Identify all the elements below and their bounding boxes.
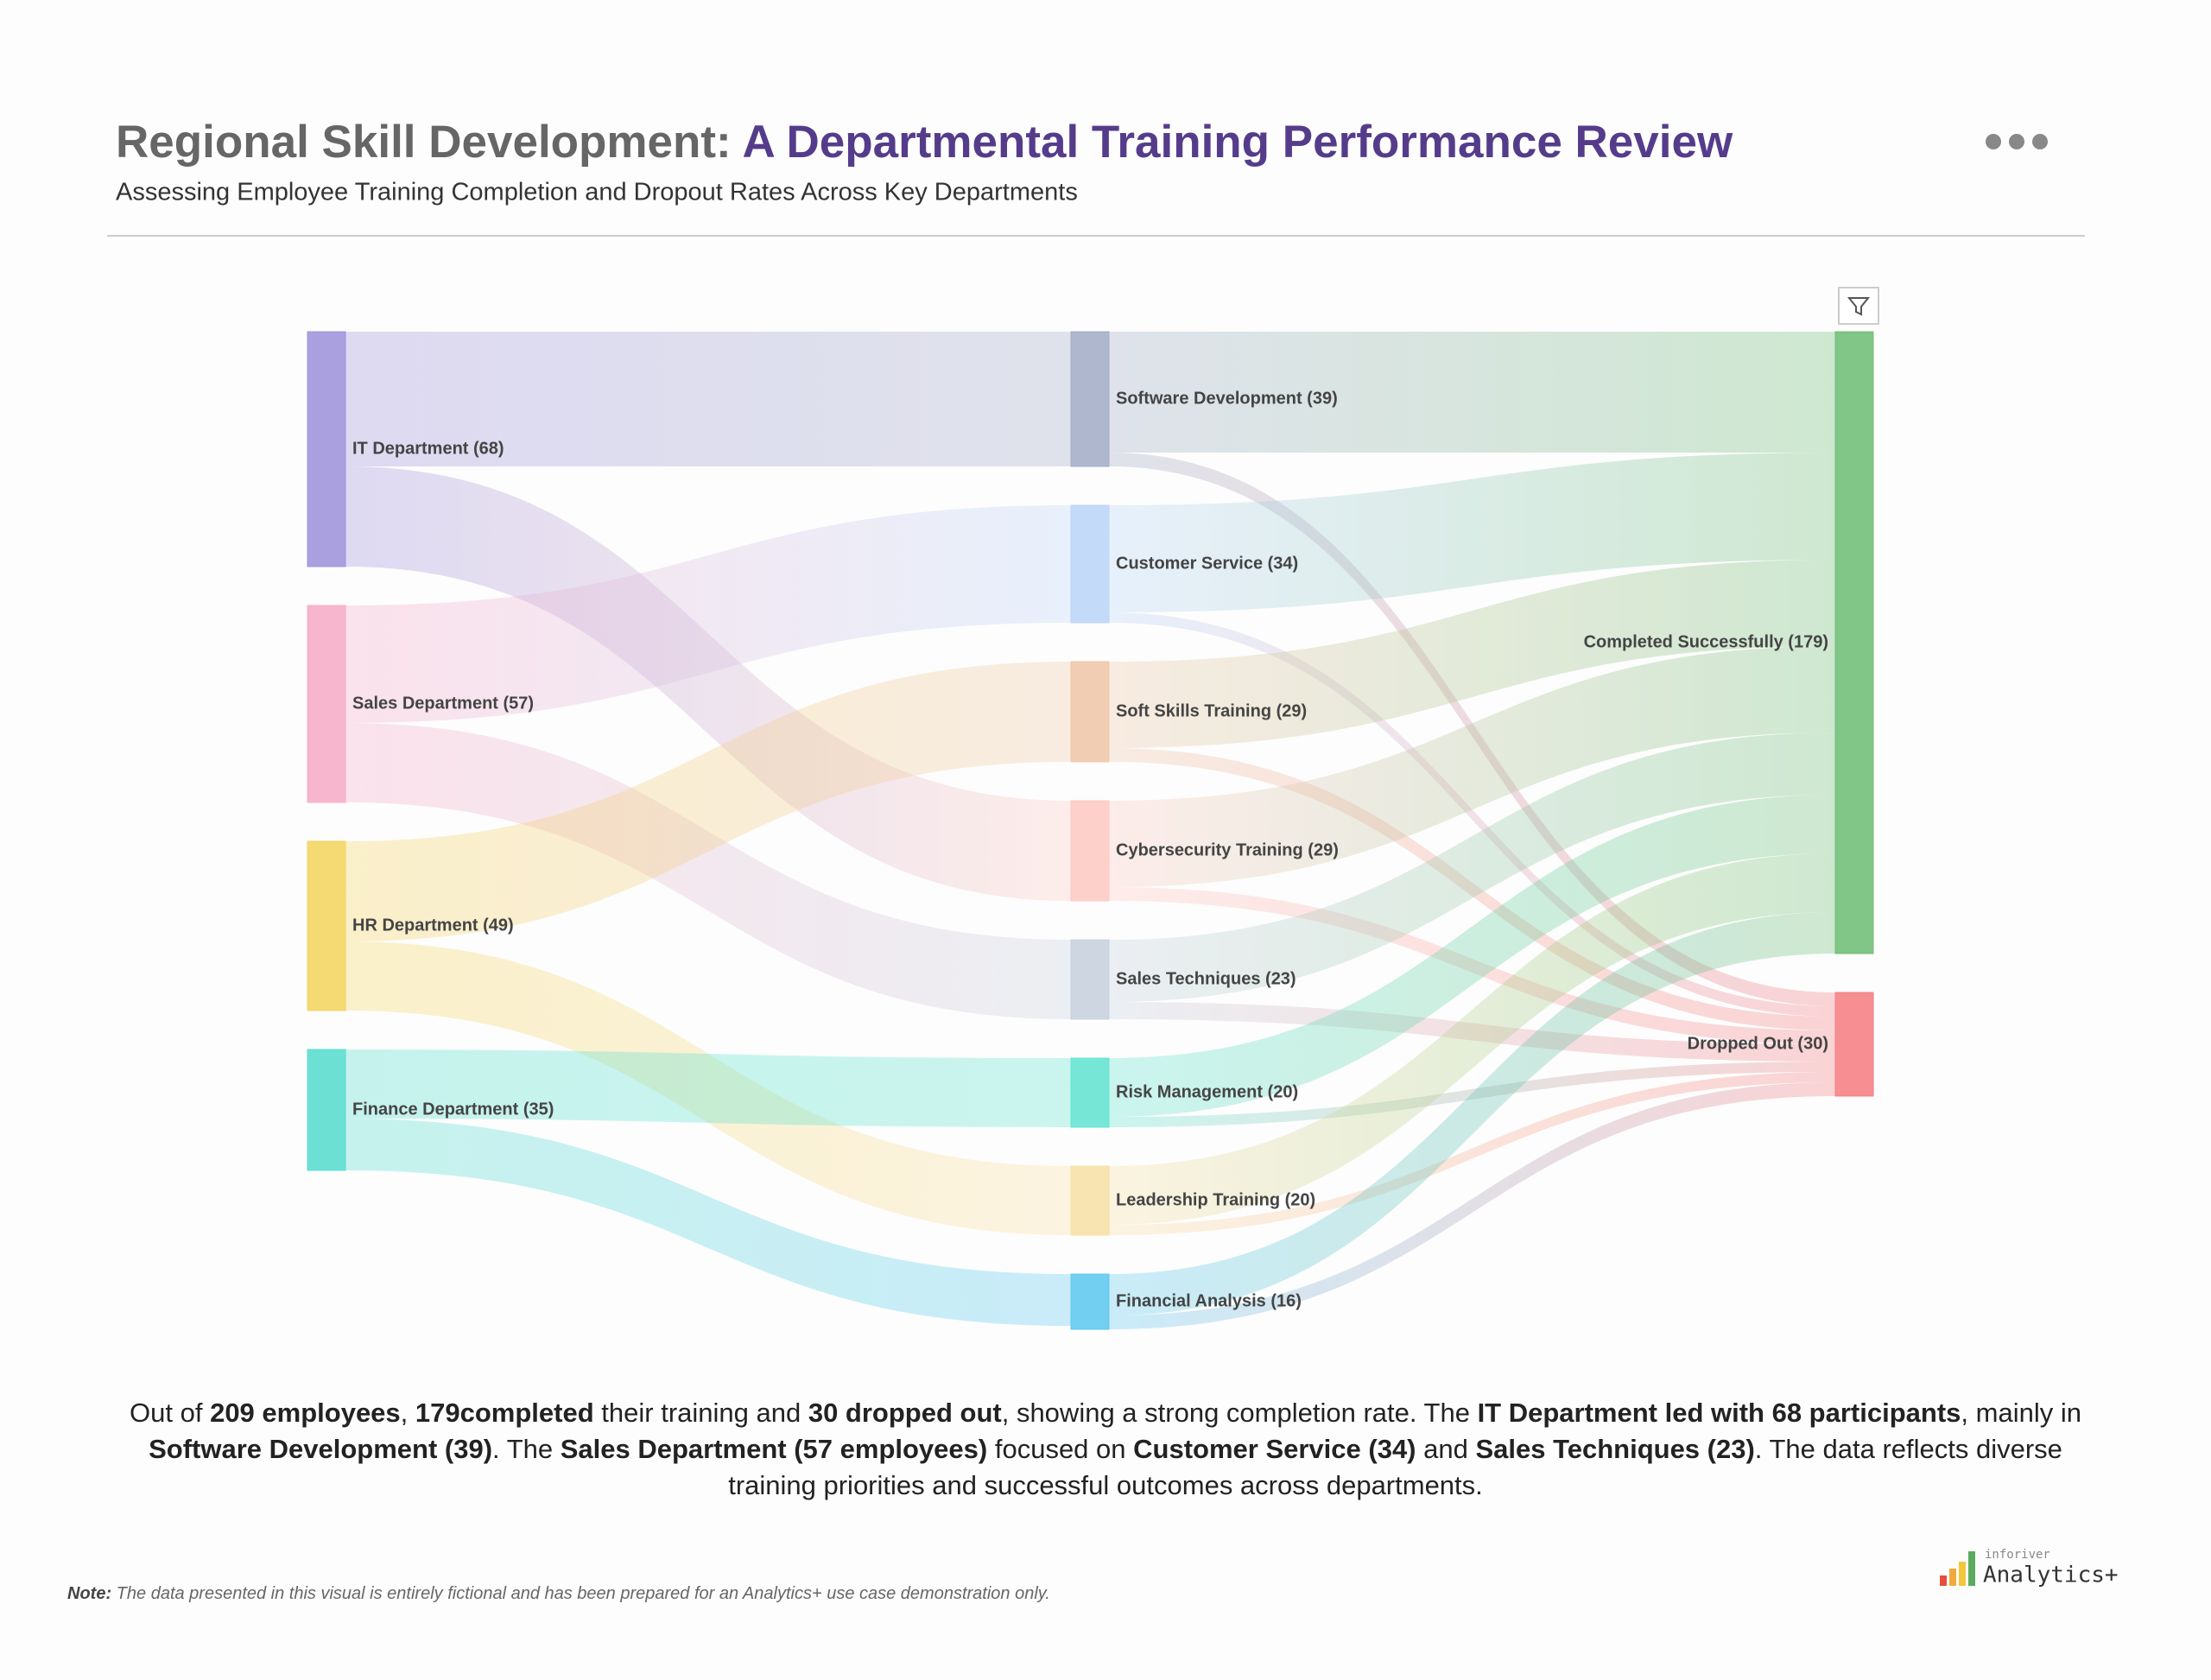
summary-text: Customer Service (34) bbox=[1133, 1434, 1416, 1464]
node-label: Leadership Training (20) bbox=[1116, 1190, 1315, 1209]
filter-button[interactable] bbox=[1838, 287, 1879, 325]
dot[interactable] bbox=[2032, 134, 2048, 149]
filter-icon[interactable] bbox=[1847, 297, 1871, 316]
summary-text: focused on bbox=[987, 1434, 1134, 1464]
link bbox=[345, 723, 1071, 1019]
summary-text: . The bbox=[492, 1434, 561, 1464]
link bbox=[1109, 853, 1835, 1225]
summary-text: Software Development (39) bbox=[149, 1434, 493, 1464]
node-label: HR Department (49) bbox=[352, 916, 514, 935]
link bbox=[345, 332, 1071, 466]
link bbox=[1109, 332, 1835, 453]
link bbox=[345, 1119, 1071, 1326]
link bbox=[345, 662, 1071, 941]
filter-box[interactable] bbox=[1838, 287, 1879, 325]
link bbox=[1109, 560, 1835, 748]
logo-bar bbox=[1968, 1551, 1975, 1586]
link bbox=[345, 466, 1071, 901]
summary: Out of 209 employees, 179completed their… bbox=[121, 1395, 2090, 1504]
node-label: Dropped Out (30) bbox=[1688, 1034, 1828, 1053]
dot[interactable] bbox=[2009, 134, 2024, 149]
node bbox=[1070, 1165, 1110, 1236]
title-main: Regional Skill Development: bbox=[116, 117, 742, 168]
node bbox=[1070, 661, 1110, 763]
node bbox=[1070, 939, 1110, 1020]
link bbox=[1109, 1082, 1835, 1329]
link bbox=[1109, 795, 1835, 1117]
logo-bar bbox=[1949, 1569, 1956, 1586]
summary-text: their training and bbox=[593, 1398, 808, 1428]
node-label: Finance Department (35) bbox=[352, 1100, 554, 1119]
node bbox=[1834, 992, 1874, 1097]
brand-logo: inforiver Analytics+ bbox=[1940, 1548, 2119, 1588]
links bbox=[345, 332, 1835, 1329]
node-label: IT Department (68) bbox=[352, 439, 504, 458]
nodes: IT Department (68) Sales Department (57) H… bbox=[307, 331, 1874, 1330]
node-label: Completed Successfully (179) bbox=[1584, 632, 1828, 651]
summary-text: Out of bbox=[130, 1398, 211, 1428]
node-label: Customer Service (34) bbox=[1116, 554, 1298, 573]
dot[interactable] bbox=[1986, 134, 2001, 149]
node bbox=[1070, 504, 1110, 624]
title-highlight: A Departmental Training Performance Revi… bbox=[742, 117, 1733, 168]
node-label: Software Development (39) bbox=[1116, 389, 1338, 408]
node bbox=[307, 605, 346, 803]
link bbox=[345, 505, 1071, 723]
node bbox=[1070, 331, 1110, 467]
summary-text: , mainly in bbox=[1961, 1398, 2081, 1428]
chart-subtitle: Assessing Employee Training Completion a… bbox=[116, 179, 1078, 206]
node-label: Soft Skills Training (29) bbox=[1116, 701, 1307, 720]
summary-text: 209 employees bbox=[210, 1398, 401, 1428]
node-label: Risk Management (20) bbox=[1116, 1082, 1298, 1101]
logo-bar bbox=[1959, 1562, 1966, 1586]
summary-text: , bbox=[400, 1398, 415, 1428]
brand-small: inforiver bbox=[1985, 1548, 2050, 1562]
node-label: Sales Techniques (23) bbox=[1116, 969, 1296, 988]
node-label: Sales Department (57) bbox=[352, 694, 534, 713]
node bbox=[1834, 331, 1874, 954]
summary-text: and bbox=[1416, 1434, 1476, 1464]
logo-bar bbox=[1940, 1575, 1947, 1586]
more-menu[interactable] bbox=[1986, 134, 2048, 149]
summary-text: 179completed bbox=[415, 1398, 594, 1428]
node bbox=[307, 840, 346, 1011]
link bbox=[1109, 646, 1835, 887]
link bbox=[1109, 453, 1835, 612]
node-label: Cybersecurity Training (29) bbox=[1116, 840, 1339, 859]
summary-text: Sales Techniques (23) bbox=[1475, 1434, 1755, 1464]
link bbox=[1109, 732, 1835, 1002]
summary-text: , showing a strong completion rate. The bbox=[1001, 1398, 1478, 1428]
node bbox=[1070, 800, 1110, 902]
link bbox=[1109, 612, 1835, 1017]
node-label: Financial Analysis (16) bbox=[1116, 1291, 1302, 1310]
node bbox=[1070, 1057, 1110, 1128]
link bbox=[345, 1049, 1071, 1127]
chart-title: Regional Skill Development: A Department… bbox=[116, 117, 1733, 168]
node bbox=[1070, 1273, 1110, 1330]
summary-text: IT Department led with 68 participants bbox=[1477, 1398, 1961, 1428]
summary-text: Sales Department (57 employees) bbox=[560, 1434, 988, 1464]
link bbox=[1109, 1072, 1835, 1235]
link bbox=[1109, 912, 1835, 1315]
summary-text: 30 dropped out bbox=[808, 1398, 1002, 1428]
note-text: The data presented in this visual is ent… bbox=[116, 1584, 1050, 1603]
summary-text: . The data reflects diverse training pri… bbox=[728, 1434, 2062, 1500]
node bbox=[307, 331, 346, 567]
note-label: Note: bbox=[67, 1584, 112, 1603]
brand-name: Analytics+ bbox=[1983, 1563, 2119, 1588]
footnote: Note: The data presented in this visual … bbox=[67, 1584, 1050, 1604]
node bbox=[307, 1049, 346, 1171]
